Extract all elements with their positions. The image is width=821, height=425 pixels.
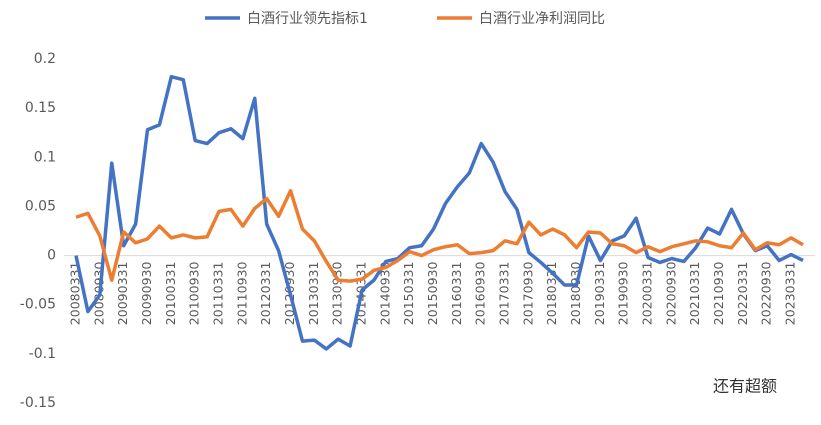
x-tick-label: 20110331 <box>211 262 226 326</box>
x-tick-label: 20200930 <box>663 262 678 326</box>
x-tick-label: 20130331 <box>306 262 321 326</box>
y-tick-label: 0.05 <box>25 198 56 214</box>
y-tick-label: 0.15 <box>25 100 56 116</box>
x-tick-label: 20230331 <box>783 262 798 326</box>
x-tick-label: 20170930 <box>520 262 535 326</box>
x-tick-label: 20160331 <box>449 262 464 326</box>
x-tick-label: 20130930 <box>330 262 345 326</box>
watermark: 还有超额 <box>713 377 777 396</box>
legend-label: 白酒行业净利润同比 <box>479 11 605 27</box>
x-tick-label: 20190331 <box>592 262 607 326</box>
y-tick-label: -0.05 <box>20 297 56 313</box>
y-tick-label: 0 <box>47 248 56 264</box>
x-tick-label: 20110930 <box>234 262 249 326</box>
y-tick-label: 0.2 <box>34 51 56 67</box>
x-tick-label: 20100930 <box>187 262 202 326</box>
x-tick-label: 20170331 <box>497 262 512 326</box>
x-tick-label: 20080331 <box>68 262 83 326</box>
x-tick-label: 20210331 <box>687 262 702 326</box>
series-line <box>74 74 804 351</box>
legend-label: 白酒行业领先指标1 <box>247 11 368 27</box>
x-tick-label: 20210930 <box>711 262 726 326</box>
x-tick-label: 20220930 <box>759 262 774 326</box>
x-tick-label: 20100331 <box>163 262 178 326</box>
series-line <box>75 188 804 283</box>
x-tick-label: 20190930 <box>616 262 631 326</box>
y-tick-label: -0.1 <box>29 346 56 362</box>
x-tick-label: 20120331 <box>258 262 273 326</box>
x-tick-label: 20090930 <box>139 262 154 326</box>
x-tick-label: 20220331 <box>735 262 750 326</box>
x-tick-label: 20090331 <box>115 262 130 326</box>
x-tick-label: 20160930 <box>473 262 488 326</box>
x-tick-label: 20150930 <box>425 262 440 326</box>
y-tick-label: -0.15 <box>20 395 56 411</box>
x-tick-label: 20140930 <box>377 262 392 326</box>
y-tick-label: 0.1 <box>34 149 56 165</box>
x-tick-label: 20200331 <box>640 262 655 326</box>
x-tick-label: 20150331 <box>401 262 416 326</box>
